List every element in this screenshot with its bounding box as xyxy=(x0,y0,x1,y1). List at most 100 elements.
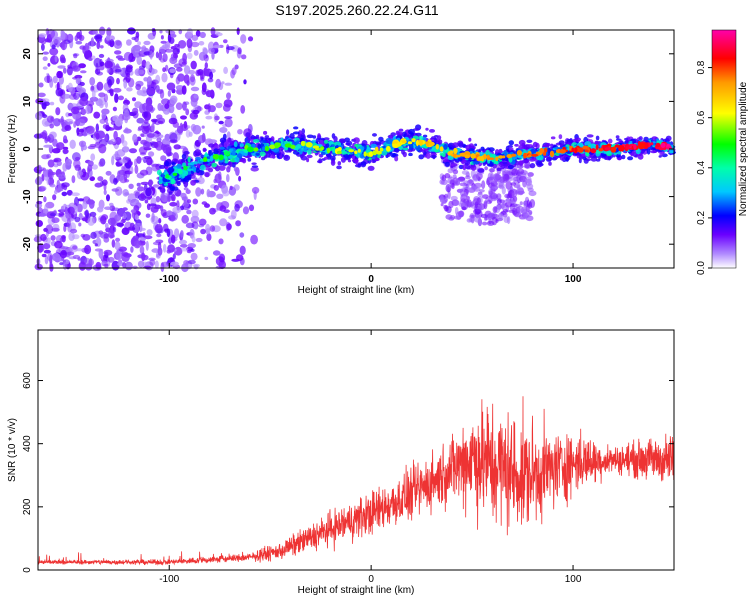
y-tick-label: 0 xyxy=(22,567,33,573)
noise-blob xyxy=(71,106,80,115)
noise-blob xyxy=(63,203,67,208)
ridge-cell xyxy=(459,152,466,157)
ridge-cell xyxy=(630,152,634,157)
noise-blob xyxy=(192,124,202,135)
ridge-cell xyxy=(659,152,664,156)
ridge-cell xyxy=(550,136,556,140)
noise-blob xyxy=(168,37,175,44)
noise-blob xyxy=(481,194,489,199)
noise-blob xyxy=(172,48,180,55)
noise-blob xyxy=(523,214,531,218)
ridge-cell xyxy=(425,151,431,154)
noise-blob xyxy=(94,243,98,247)
noise-blob xyxy=(75,156,81,161)
ridge-cell xyxy=(156,169,162,176)
noise-blob xyxy=(44,136,51,142)
ridge-cell xyxy=(425,152,431,159)
snr-x-label: Height of straight line (km) xyxy=(298,585,415,596)
noise-blob xyxy=(511,188,518,198)
ridge-cell xyxy=(439,146,444,152)
colorbar-frame xyxy=(711,29,737,269)
ridge-cell xyxy=(239,143,244,148)
noise-blob xyxy=(43,101,50,107)
ridge-cell xyxy=(330,155,336,162)
noise-blob xyxy=(226,92,231,100)
y-tick-label: 0 xyxy=(22,146,33,152)
noise-blob xyxy=(193,94,199,99)
ridge-cell xyxy=(252,139,260,143)
noise-blob xyxy=(76,118,86,126)
noise-blob xyxy=(103,233,110,239)
noise-blob xyxy=(40,233,47,242)
noise-blob xyxy=(78,63,86,69)
ridge-cell xyxy=(321,151,326,156)
noise-blob xyxy=(65,112,70,118)
ridge-cell xyxy=(274,142,281,148)
noise-blob xyxy=(226,131,231,139)
noise-blob xyxy=(104,60,113,69)
noise-blob xyxy=(107,256,115,263)
noise-blob xyxy=(45,224,54,234)
noise-blob xyxy=(199,31,206,39)
ridge-cell xyxy=(549,150,555,157)
ridge-cell xyxy=(398,128,404,132)
ridge-cell xyxy=(510,153,517,157)
noise-blob xyxy=(501,186,506,195)
noise-blob xyxy=(223,66,229,74)
noise-blob xyxy=(200,228,207,235)
noise-blob xyxy=(203,171,211,177)
ridge-cell xyxy=(637,153,644,160)
noise-blob xyxy=(36,200,43,205)
noise-blob xyxy=(214,115,220,121)
noise-blob xyxy=(104,134,108,142)
noise-blob xyxy=(51,252,61,262)
noise-blob xyxy=(103,182,107,192)
ridge-cell xyxy=(186,168,194,171)
ridge-cell xyxy=(408,152,413,157)
ridge-cell xyxy=(487,157,495,160)
ridge-cell xyxy=(412,128,420,131)
ridge-cell xyxy=(586,134,594,138)
noise-blob xyxy=(240,105,246,114)
noise-blob xyxy=(164,48,173,53)
noise-blob xyxy=(167,193,171,203)
noise-blob xyxy=(186,209,192,215)
noise-blob xyxy=(58,212,65,216)
noise-blob xyxy=(159,89,165,99)
ridge-cell xyxy=(223,151,230,156)
noise-blob xyxy=(468,217,474,223)
noise-blob xyxy=(190,97,198,107)
noise-blob xyxy=(37,243,43,254)
ridge-cell xyxy=(625,145,630,150)
noise-blob xyxy=(158,218,162,224)
noise-blob xyxy=(91,85,95,91)
noise-blob xyxy=(218,238,224,245)
noise-blob xyxy=(109,35,115,41)
noise-blob xyxy=(145,240,149,251)
ridge-cell xyxy=(357,148,361,153)
noise-blob xyxy=(127,193,136,204)
noise-blob xyxy=(109,89,114,97)
noise-blob xyxy=(490,180,498,187)
noise-blob xyxy=(224,116,233,120)
ridge-cell xyxy=(223,141,230,148)
noise-blob xyxy=(111,239,116,248)
noise-blob xyxy=(124,192,130,196)
ridge-cell xyxy=(518,139,526,146)
ridge-cell xyxy=(559,149,566,154)
noise-blob xyxy=(46,153,51,159)
ridge-cell xyxy=(183,165,188,171)
noise-blob xyxy=(39,132,47,139)
noise-blob xyxy=(64,206,69,215)
ridge-cell xyxy=(542,151,547,156)
ridge-cell xyxy=(507,154,512,159)
ridge-cell xyxy=(180,178,186,182)
noise-blob xyxy=(62,67,67,74)
noise-blob xyxy=(109,202,114,207)
ridge-cell xyxy=(477,168,485,173)
noise-blob xyxy=(122,140,128,147)
noise-blob xyxy=(190,248,195,252)
noise-blob xyxy=(224,118,233,128)
noise-blob xyxy=(503,216,510,224)
ridge-cell xyxy=(209,155,214,162)
